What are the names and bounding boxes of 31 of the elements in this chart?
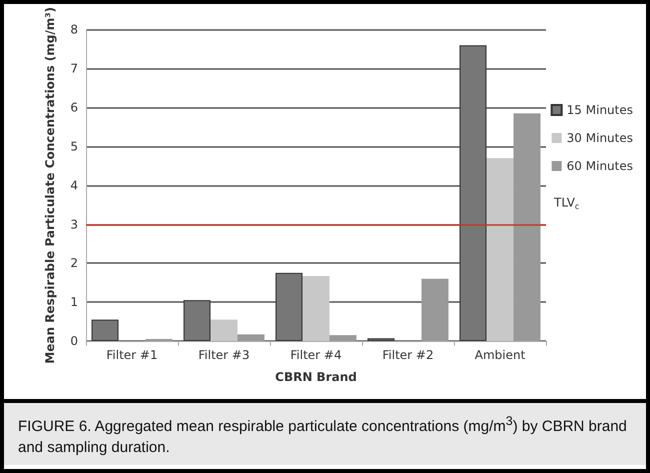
y-axis-title: Mean Respirable Particulate Concentrations (mg/m³): [43, 7, 57, 364]
x-tick-label: Filter #3: [198, 348, 250, 362]
bar: [276, 272, 303, 341]
bar: [421, 278, 448, 341]
text: FIGURE 6. Aggregated mean respirable particulate concentrations (mg/m$^{3}$) by CBRN brand and sampling duration.: [18, 414, 627, 456]
y-tick-label: 4: [70, 178, 78, 192]
legend-label: 15 Minutes: [566, 103, 634, 117]
bar: [184, 300, 211, 341]
y-tick-label: 6: [70, 100, 78, 115]
bar: [513, 113, 540, 341]
bar: [460, 45, 487, 341]
y-tick-label: 8: [70, 22, 78, 37]
x-axis-title: CBRN Brand: [275, 370, 357, 384]
bar: [329, 335, 356, 341]
y-tick-label: 0: [70, 334, 78, 348]
y-tick-label: 3: [70, 217, 78, 232]
bar: [237, 334, 264, 341]
bar: [302, 276, 330, 341]
y-tick-label: 1: [70, 295, 78, 310]
bar: [92, 320, 119, 341]
y-tick-label: 5: [70, 139, 78, 154]
y-tick-label: 2: [70, 256, 78, 270]
bar: [486, 158, 514, 341]
bar: [210, 320, 238, 341]
legend-label: 30 Minutes: [566, 131, 634, 145]
x-tick-label: Filter #4: [290, 348, 342, 362]
y-tick-label: 7: [70, 62, 78, 76]
x-tick-label: Filter #2: [382, 348, 434, 362]
x-tick-label: Ambient: [474, 348, 526, 362]
legend-label: 60 Minutes: [566, 159, 634, 173]
x-tick-label: Filter #1: [106, 348, 158, 362]
